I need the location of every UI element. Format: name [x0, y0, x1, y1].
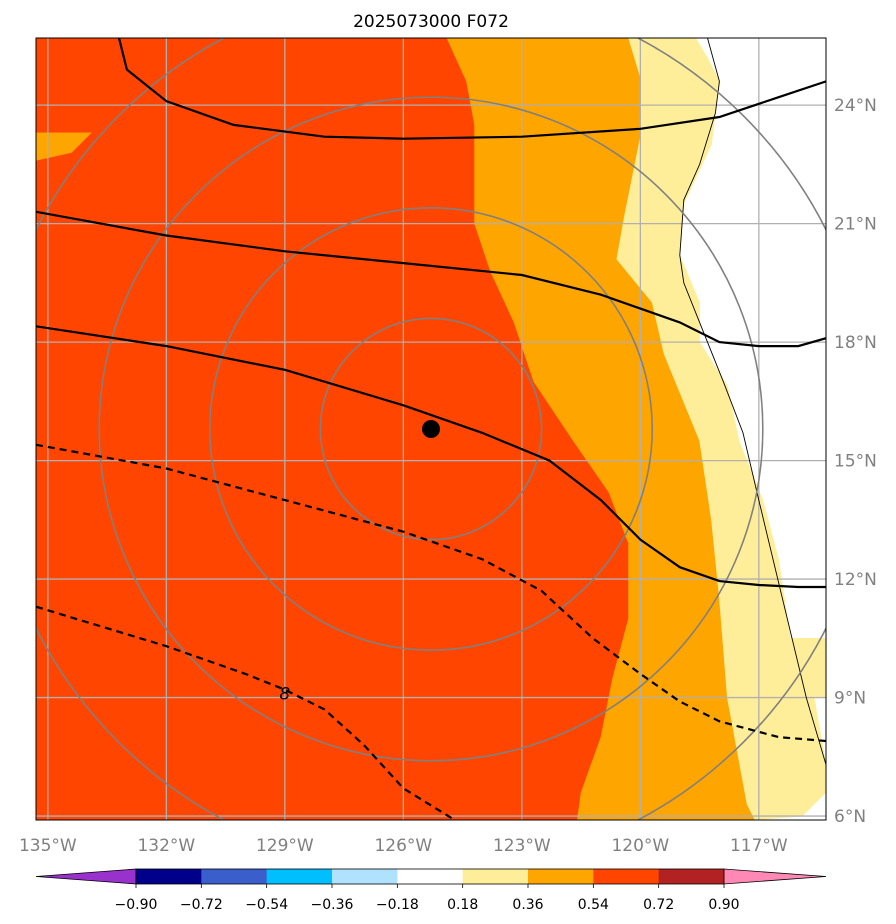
x-tick-label: 120°W [611, 836, 669, 856]
contour-label: 8 [279, 685, 290, 705]
colorbar-extend-low [35, 868, 137, 885]
colorbar-segment [332, 869, 398, 884]
contour-line-4 [36, 605, 456, 820]
colorbar-segment [462, 869, 529, 884]
colorbar-segment [397, 869, 464, 884]
contour-line-0 [117, 38, 826, 140]
colorbar-segment [528, 869, 594, 884]
colorbar-tick-label: 0.90 [708, 897, 739, 913]
map-frame [35, 37, 827, 821]
y-tick-label: 9°N [834, 689, 866, 709]
colorbar-segment [136, 869, 202, 884]
x-tick-label: 126°W [374, 836, 432, 856]
y-axis: 6°N 9°N 12°N 15°N 18°N 21°N 24°N [834, 96, 877, 827]
range-ring-2 [98, 96, 764, 762]
colorbar: −0.90 −0.72 −0.54 −0.36 −0.18 0.18 0.36 0.54 0.7… [35, 868, 827, 913]
x-tick-label: 123°W [493, 836, 551, 856]
storm-center-marker [422, 420, 440, 438]
coastline [679, 38, 826, 765]
x-tick-label: 132°W [137, 836, 195, 856]
filled-region-4 [790, 638, 826, 698]
colorbar-tick-label: −0.54 [245, 897, 288, 913]
contour-line-1 [36, 210, 826, 348]
contour-line-2 [36, 325, 826, 589]
range-ring-1 [209, 207, 653, 651]
y-tick-label: 15°N [834, 452, 877, 472]
filled-region-2 [36, 132, 92, 161]
x-tick-label: 129°W [256, 836, 314, 856]
x-axis: 135°W 132°W 129°W 126°W 123°W 120°W 117°W [19, 836, 788, 856]
range-ring-0 [319, 317, 543, 541]
colorbar-extend-high [723, 868, 827, 885]
colorbar-segment [593, 869, 660, 884]
colorbar-tick-label: −0.72 [180, 897, 223, 913]
colorbar-outline [135, 868, 725, 885]
colorbar-segment [266, 869, 333, 884]
chart-title: 2025073000 F072 [353, 12, 509, 32]
y-tick-label: 24°N [834, 96, 877, 116]
colorbar-tick-label: 0.36 [512, 897, 543, 913]
colorbar-tick-label: 0.54 [578, 897, 609, 913]
x-tick-label: 117°W [730, 836, 788, 856]
colorbar-segment [658, 869, 725, 884]
colorbar-tick-label: 0.18 [447, 897, 478, 913]
colorbar-tick-label: −0.18 [376, 897, 419, 913]
colorbar-tick-label: 0.72 [643, 897, 674, 913]
colorbar-segment [201, 869, 268, 884]
y-tick-label: 18°N [834, 333, 877, 353]
y-tick-label: 21°N [834, 215, 877, 235]
contour-line-3 [36, 443, 826, 743]
y-tick-label: 12°N [834, 570, 877, 590]
colorbar-tick-label: −0.90 [115, 897, 158, 913]
x-tick-label: 135°W [19, 836, 77, 856]
map-plot-area: 8 [36, 38, 826, 820]
colorbar-tick-label: −0.36 [311, 897, 354, 913]
y-tick-label: 6°N [834, 807, 866, 827]
